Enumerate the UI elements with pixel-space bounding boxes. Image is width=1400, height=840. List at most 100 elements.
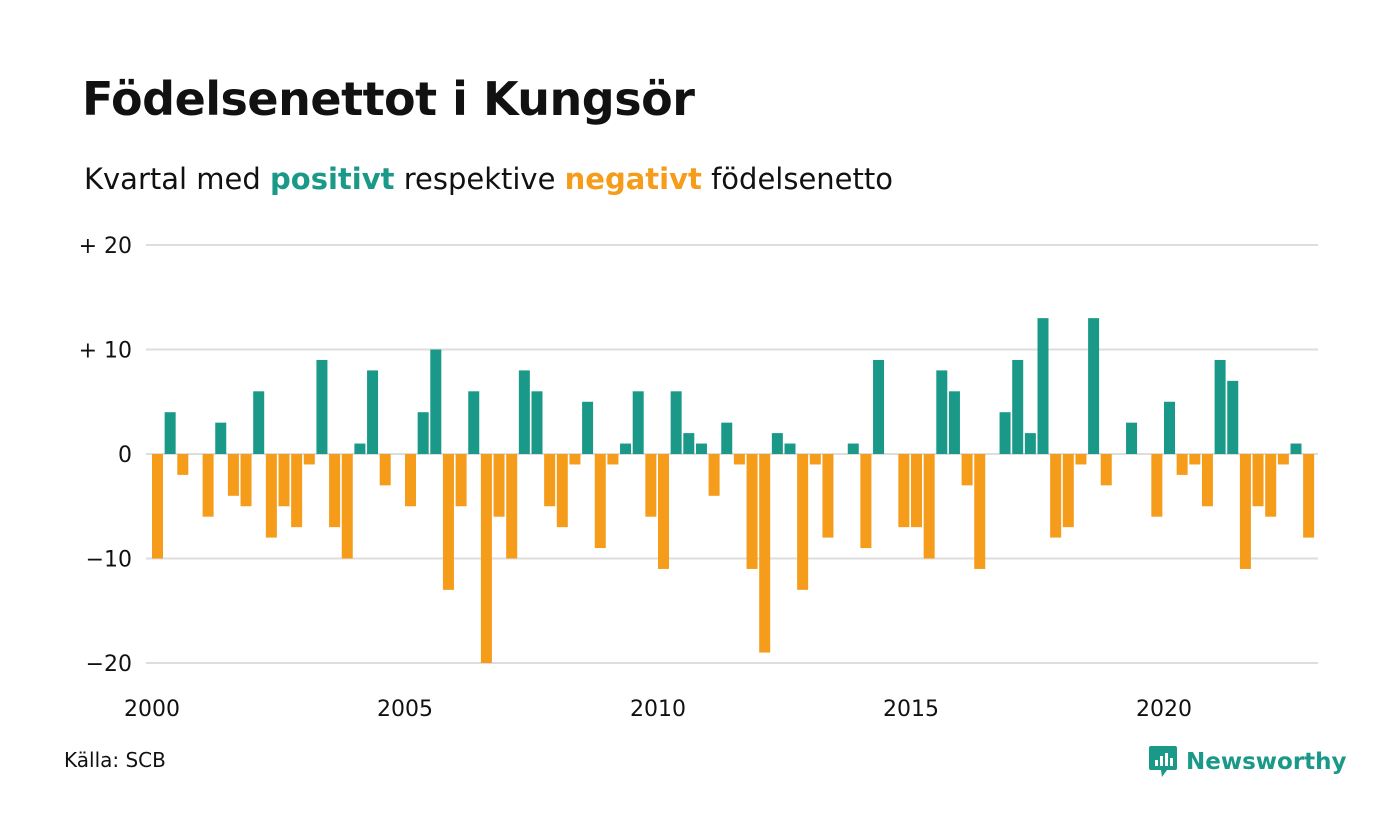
bar — [645, 454, 657, 517]
bar — [936, 370, 948, 454]
bar — [480, 454, 492, 663]
bar — [1201, 454, 1213, 507]
y-axis-labels: + 20 + 10 0 −10 −20 — [79, 234, 132, 677]
bar — [999, 412, 1011, 454]
bar — [607, 454, 619, 465]
bar — [797, 454, 809, 590]
bar — [303, 454, 315, 465]
bar — [1189, 454, 1201, 465]
subtitle-prefix: Kvartal med — [84, 162, 271, 196]
bar — [164, 412, 176, 454]
bar — [1126, 422, 1138, 454]
bar — [1164, 401, 1175, 454]
bar — [948, 391, 960, 454]
bar — [974, 454, 986, 569]
bar — [240, 454, 252, 507]
bar — [455, 454, 467, 507]
bar — [531, 391, 543, 454]
bar — [1290, 443, 1302, 454]
bar — [1037, 318, 1049, 454]
bar — [582, 401, 594, 454]
bar — [1050, 454, 1062, 538]
bar — [1075, 454, 1087, 465]
bar — [620, 443, 632, 454]
bar — [860, 454, 872, 549]
bar — [898, 454, 910, 528]
chart-subtitle: Kvartal med positivt respektive negativt… — [84, 162, 893, 196]
bar — [1252, 454, 1264, 507]
bar — [733, 454, 745, 465]
bar — [265, 454, 277, 538]
bar — [278, 454, 290, 507]
bar — [683, 433, 695, 454]
y-tick-label: −10 — [86, 548, 132, 573]
y-tick-label: −20 — [86, 652, 132, 677]
bar — [215, 422, 227, 454]
y-tick-label: 0 — [118, 443, 132, 468]
bar — [227, 454, 239, 496]
bar — [1239, 454, 1251, 569]
bar — [822, 454, 834, 538]
x-tick-label: 2010 — [630, 697, 686, 722]
bar — [695, 443, 707, 454]
bar — [708, 454, 720, 496]
bar — [405, 454, 416, 507]
bar — [632, 391, 644, 454]
subtitle-suffix: födelsenetto — [701, 162, 893, 196]
y-tick-label: + 10 — [79, 339, 132, 364]
bar — [202, 454, 214, 517]
bar — [1214, 359, 1226, 454]
bar — [253, 391, 265, 454]
bar — [1088, 318, 1100, 454]
bar — [291, 454, 303, 528]
bar — [670, 391, 682, 454]
bar — [1277, 454, 1289, 465]
bar — [923, 454, 935, 559]
bar — [518, 370, 530, 454]
bar — [721, 422, 733, 454]
bar — [316, 359, 328, 454]
subtitle-positive-word: positivt — [270, 162, 395, 196]
bar — [759, 454, 771, 653]
bar — [1024, 433, 1036, 454]
bar — [442, 454, 454, 590]
bar — [809, 454, 821, 465]
bars — [152, 318, 1315, 663]
bar — [847, 443, 859, 454]
bar — [911, 454, 922, 528]
bar — [594, 454, 606, 549]
bar — [468, 391, 480, 454]
bar — [746, 454, 758, 569]
bar — [961, 454, 973, 486]
subtitle-negative-word: negativt — [564, 162, 702, 196]
source-label: Källa: SCB — [64, 748, 166, 772]
bar — [430, 349, 442, 454]
chart-title: Födelsenettot i Kungsör — [82, 72, 695, 126]
bar — [1176, 454, 1188, 475]
bar — [417, 412, 429, 454]
bar — [1012, 359, 1024, 454]
bar — [367, 370, 379, 454]
newsworthy-logo: Newsworthy — [1148, 744, 1347, 780]
bar — [506, 454, 518, 559]
bar — [1227, 380, 1239, 454]
x-axis-labels: 2000 2005 2010 2015 2020 — [124, 697, 1192, 722]
bar — [1151, 454, 1163, 517]
y-tick-label: + 20 — [79, 234, 132, 259]
bar — [556, 454, 568, 528]
bar — [341, 454, 353, 559]
bar — [569, 454, 581, 465]
x-tick-label: 2000 — [124, 697, 180, 722]
subtitle-middle: respektive — [394, 162, 565, 196]
x-tick-label: 2005 — [377, 697, 433, 722]
brand-name: Newsworthy — [1186, 749, 1347, 775]
bar — [771, 433, 783, 454]
bar — [379, 454, 391, 486]
bar — [873, 359, 885, 454]
bar — [329, 454, 341, 528]
bar — [1303, 454, 1315, 538]
newsworthy-logo-icon — [1149, 746, 1177, 777]
bar — [354, 443, 366, 454]
x-tick-label: 2020 — [1136, 697, 1192, 722]
